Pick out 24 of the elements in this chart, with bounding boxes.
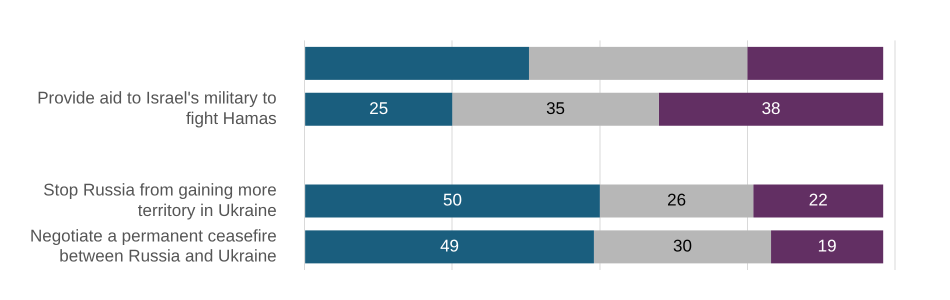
bar: [305, 230, 594, 264]
bar: [600, 184, 754, 218]
bar: [305, 184, 600, 218]
y-tick-label: Stop Russia from gaining more territory in Ukraine: [43, 180, 277, 220]
data-label: 30: [673, 236, 692, 256]
data-label: 50: [443, 190, 462, 210]
data-label: 35: [546, 98, 566, 118]
data-label: 49: [440, 236, 459, 256]
data-label: 22: [808, 190, 828, 210]
bar: [658, 92, 884, 126]
y-tick-label: Negotiate a permanent ceasefire between Russia and Ukraine: [30, 226, 277, 266]
bar: [594, 230, 772, 264]
bar: [305, 92, 452, 126]
bar: [528, 46, 748, 80]
data-label: 19: [818, 236, 837, 256]
data-label: 26: [667, 190, 686, 210]
bar: [771, 230, 884, 264]
bar: [452, 92, 659, 126]
data-label: 25: [369, 98, 388, 118]
data-label: 38: [762, 98, 780, 118]
bar: [747, 46, 884, 80]
bar: [305, 46, 529, 80]
bar: [753, 184, 884, 218]
y-tick-label: Provide aid to Israel's military to fight Hamas: [37, 88, 277, 128]
